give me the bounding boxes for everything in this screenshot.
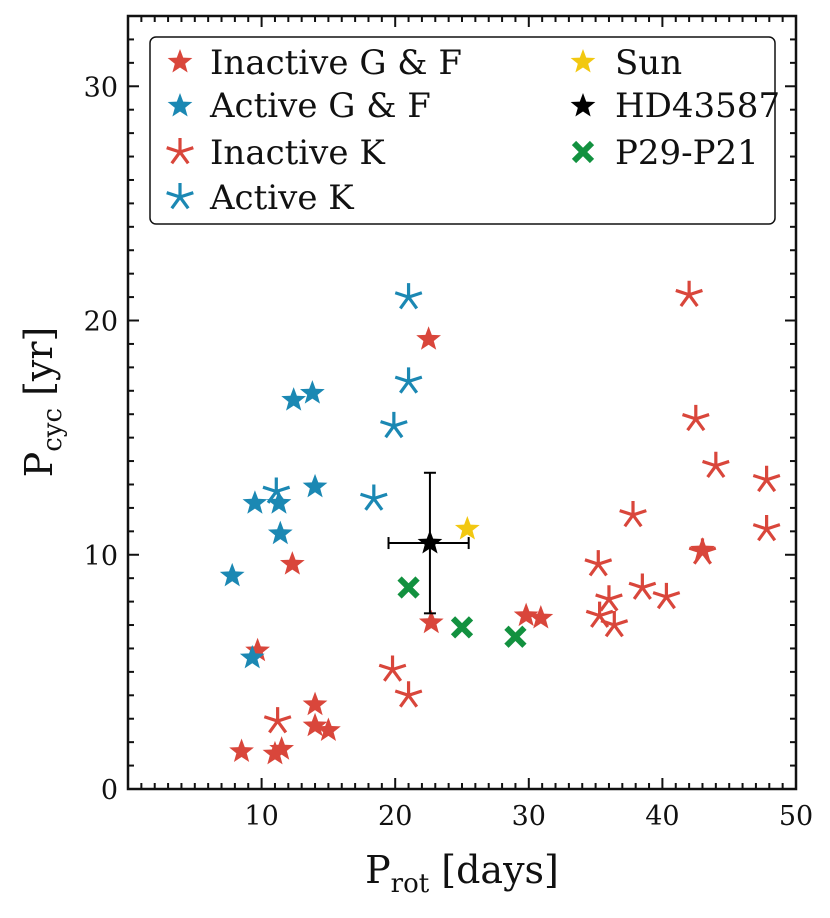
plot-frame [126, 14, 798, 791]
active-k-point-0 [262, 477, 291, 504]
active-g-f-point-0 [219, 562, 245, 587]
legend-marker-inactive-gf [167, 49, 193, 73]
legend-marker-inactive-k [166, 138, 194, 165]
x-tick-label-50: 50 [779, 801, 813, 832]
active-g-f-point-3 [267, 520, 293, 545]
x-tick-label-20: 20 [378, 801, 412, 832]
sun-point-0 [454, 515, 480, 540]
inactive-k-point-13 [702, 451, 730, 479]
data-marks [219, 280, 781, 765]
active-k-point-1 [360, 484, 388, 511]
inactive-g-f-point-10 [513, 602, 539, 627]
legend-marker-sun [570, 49, 596, 73]
active-k-point-2 [380, 411, 408, 439]
legend-label-active-gf: Active G & F [209, 86, 431, 126]
inactive-k-point-14 [752, 465, 781, 493]
inactive-g-f-point-6 [302, 712, 328, 737]
inactive-k-point-11 [681, 404, 710, 432]
legend-marker-active-gf [167, 93, 193, 117]
inactive-g-f-point-7 [316, 717, 341, 741]
active-g-f-point-2 [266, 490, 292, 514]
active-g-f-point-6 [300, 380, 325, 404]
inactive-g-f-point-0 [229, 738, 254, 763]
inactive-g-f-point-5 [302, 691, 328, 716]
p29-p21-point-0 [397, 576, 420, 599]
inactive-g-f-point-9 [418, 609, 444, 634]
legend-label-sun: Sun [615, 43, 682, 83]
legend-marker-p29-p21 [571, 140, 595, 164]
inactive-g-f-point-3 [245, 637, 270, 662]
inactive-k-point-8 [628, 573, 657, 600]
inactive-k-point-1 [378, 655, 407, 682]
x-tick-label-10: 10 [244, 801, 278, 832]
legend-marker-active-k [166, 183, 194, 210]
active-k-point-3 [394, 367, 423, 394]
inactive-g-f-point-2 [269, 736, 294, 760]
inactive-k-point-9 [652, 582, 681, 610]
inactive-g-f-point-1 [262, 740, 288, 765]
inactive-k-point-7 [619, 500, 647, 528]
active-k-point-4 [394, 283, 423, 310]
active-g-f-point-7 [302, 473, 328, 498]
x-axis-label: Prot [days] [365, 848, 559, 899]
inactive-k-point-12 [688, 538, 717, 565]
y-tick-label-0: 0 [101, 775, 118, 806]
inactive-g-f-point-4 [279, 551, 305, 575]
p29-p21-point-1 [450, 616, 474, 639]
inactive-k-point-0 [263, 707, 292, 734]
hd43587-point-0 [417, 530, 443, 554]
inactive-k-point-3 [584, 550, 613, 577]
p29-p21-point-2 [504, 625, 527, 648]
y-axis-label: Pcyc [yr] [17, 327, 68, 478]
inactive-k-point-15 [752, 514, 781, 542]
legend-label-inactive-k: Inactive K [210, 133, 385, 173]
legend-label-active-k: Active K [209, 178, 354, 218]
active-g-f-point-5 [281, 387, 307, 411]
inactive-k-point-10 [675, 280, 703, 308]
legend: Inactive G & F Active G & F Inactive K A… [166, 43, 780, 218]
y-tick-label-20: 20 [84, 307, 118, 338]
inactive-k-point-6 [600, 611, 629, 638]
inactive-g-f-point-8 [416, 326, 441, 350]
legend-label-inactive-gf: Inactive G & F [210, 43, 462, 83]
inactive-k-point-5 [595, 585, 623, 612]
inactive-g-f-point-11 [528, 605, 554, 629]
active-g-f-point-1 [242, 490, 268, 514]
x-tick-label-30: 30 [512, 801, 546, 832]
hd43587-errorbar [387, 471, 470, 615]
y-tick-label-30: 30 [84, 72, 118, 103]
inactive-k-point-2 [394, 681, 423, 708]
legend-label-hd43587: HD43587 [615, 86, 780, 126]
y-tick-label-10: 10 [84, 541, 118, 572]
legend-label-p29-p21: P29-P21 [615, 133, 759, 173]
x-tick-label-40: 40 [645, 801, 679, 832]
active-g-f-point-4 [239, 644, 265, 669]
legend-box [149, 36, 776, 225]
legend-marker-hd43587 [570, 93, 596, 117]
